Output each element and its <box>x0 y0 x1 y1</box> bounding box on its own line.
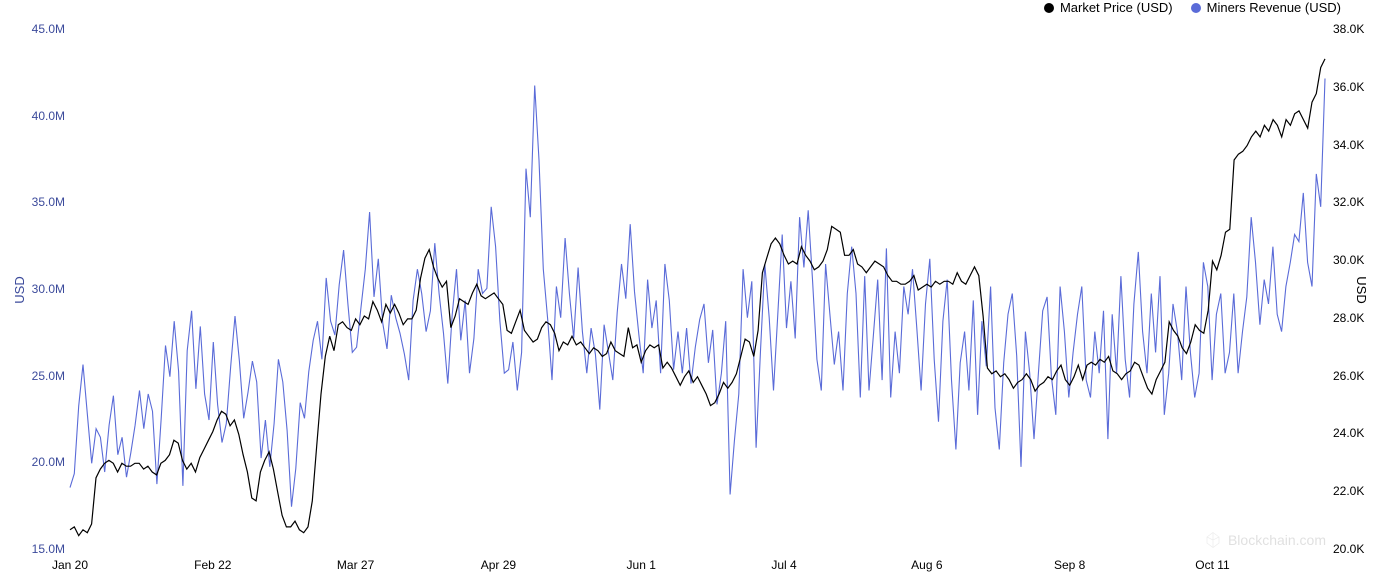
y-right-tick: 24.0K <box>1333 426 1364 440</box>
y-right-tick: 20.0K <box>1333 542 1364 556</box>
y-right-tick: 26.0K <box>1333 369 1364 383</box>
x-tick: Jul 4 <box>771 558 796 572</box>
x-tick: Apr 29 <box>481 558 516 572</box>
chart-container: Market Price (USD) Miners Revenue (USD) … <box>0 0 1381 579</box>
series-miners-revenue <box>70 79 1325 507</box>
y-left-tick: 40.0M <box>15 109 65 123</box>
y-left-tick: 25.0M <box>15 369 65 383</box>
y-right-tick: 38.0K <box>1333 22 1364 36</box>
x-tick: Mar 27 <box>337 558 374 572</box>
y-left-tick: 15.0M <box>15 542 65 556</box>
y-left-tick: 45.0M <box>15 22 65 36</box>
y-left-tick: 35.0M <box>15 195 65 209</box>
x-tick: Sep 8 <box>1054 558 1085 572</box>
x-tick: Feb 22 <box>194 558 231 572</box>
x-tick: Oct 11 <box>1195 558 1229 572</box>
y-right-tick: 22.0K <box>1333 484 1364 498</box>
y-right-tick: 34.0K <box>1333 138 1364 152</box>
series-market-price <box>70 59 1325 536</box>
x-tick: Jan 20 <box>52 558 88 572</box>
x-tick: Aug 6 <box>911 558 942 572</box>
watermark-text: Blockchain.com <box>1228 532 1326 548</box>
y-right-tick: 36.0K <box>1333 80 1364 94</box>
y-right-tick: 32.0K <box>1333 195 1364 209</box>
watermark: Blockchain.com <box>1204 531 1326 549</box>
x-tick: Jun 1 <box>627 558 656 572</box>
y-left-tick: 30.0M <box>15 282 65 296</box>
y-right-tick: 30.0K <box>1333 253 1364 267</box>
chart-svg <box>0 0 1381 579</box>
y-left-tick: 20.0M <box>15 455 65 469</box>
blockchain-logo-icon <box>1204 531 1222 549</box>
y-right-tick: 28.0K <box>1333 311 1364 325</box>
